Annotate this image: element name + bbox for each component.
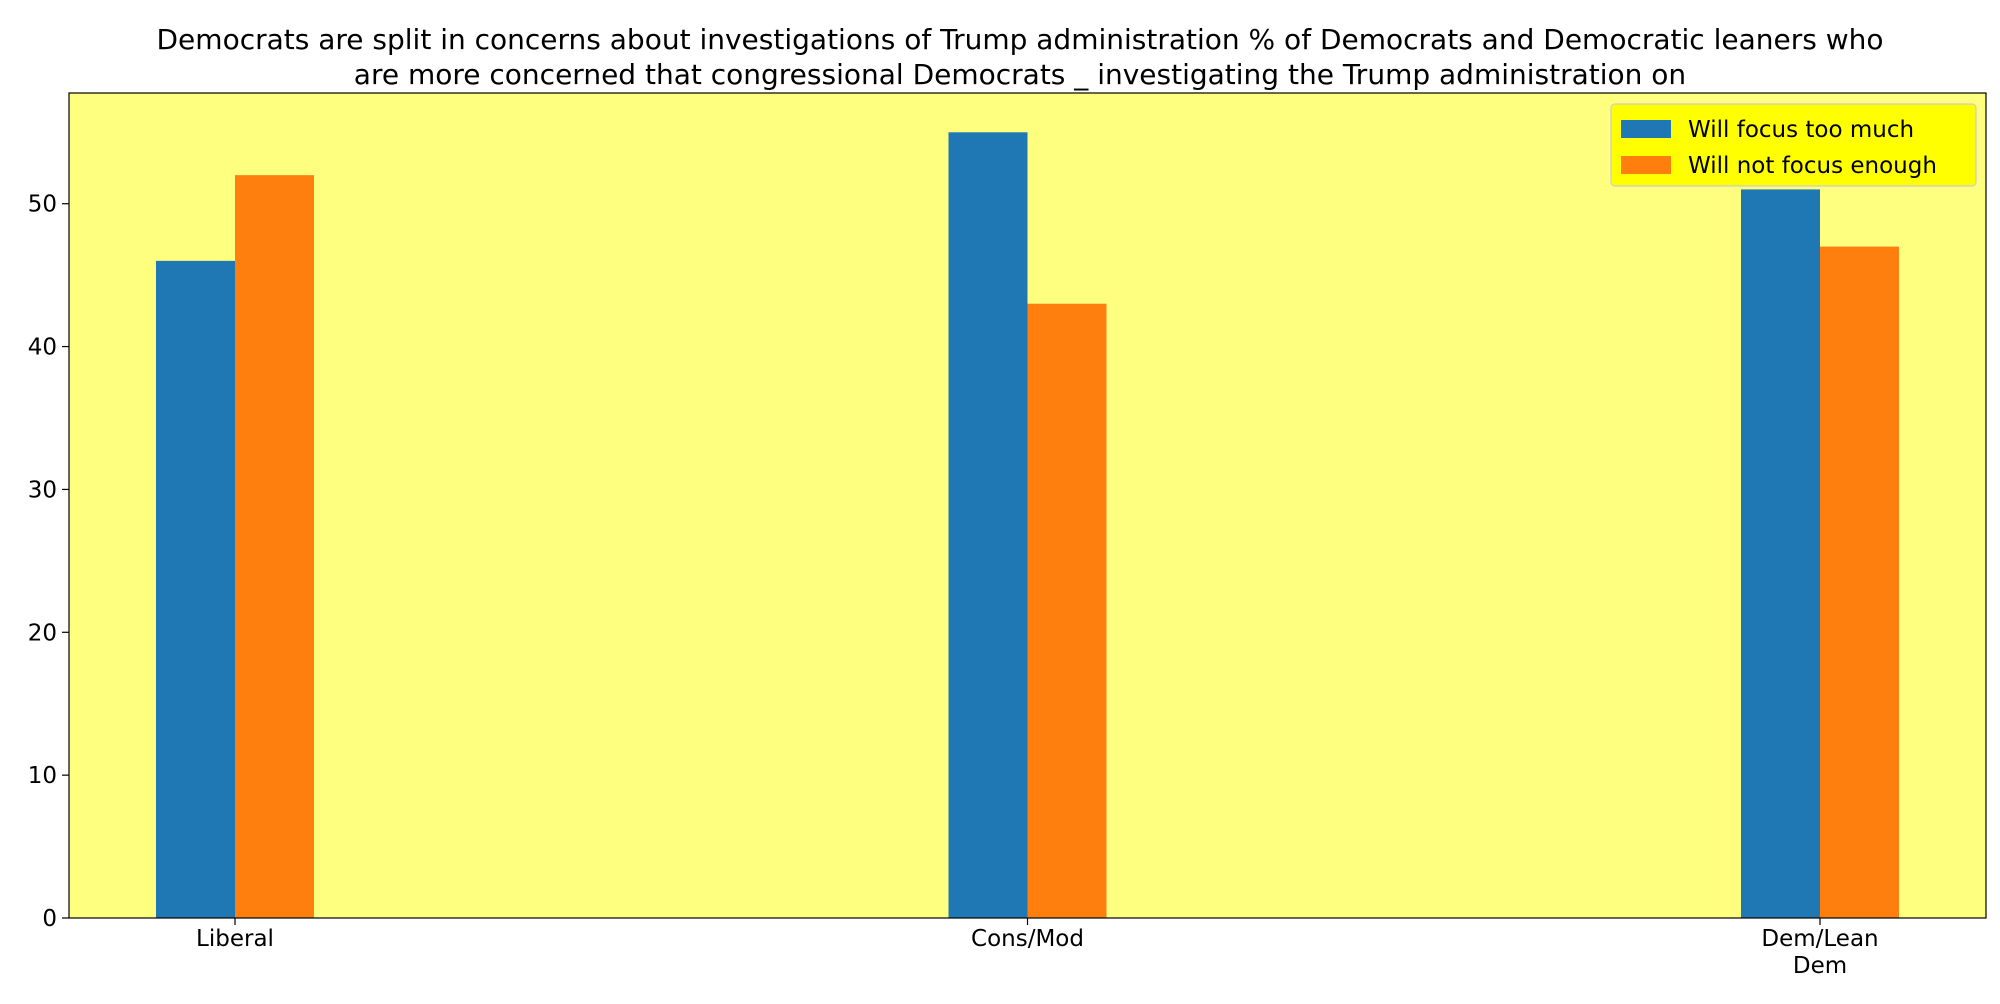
x-tick-label-2: Dem/Lean Dem [1761, 926, 1878, 979]
bar-not-focus-enough-0 [235, 175, 314, 919]
bar-focus-too-much-2 [1741, 189, 1820, 918]
y-tick-label-0: 0 [42, 906, 57, 932]
y-tick-label-2: 20 [28, 620, 57, 646]
legend-label-1: Will not focus enough [1688, 153, 1937, 179]
y-tick-label-4: 40 [28, 335, 57, 361]
legend-swatch-1 [1621, 156, 1671, 174]
legend-box [1610, 103, 1977, 187]
legend-label-0: Will focus too much [1688, 117, 1914, 143]
bar-focus-too-much-0 [156, 260, 235, 918]
chart-title-line-1: Democrats are split in concerns about in… [157, 23, 1884, 56]
y-tick-label-3: 30 [28, 477, 57, 503]
chart-title-line-2: are more concerned that congressional De… [354, 58, 1686, 91]
x-tick-label-0: Liberal [196, 926, 274, 952]
bar-not-focus-enough-1 [1027, 303, 1107, 918]
bar-focus-too-much-1 [948, 132, 1028, 919]
chart-title: Democrats are split in concerns about in… [157, 23, 1884, 91]
x-tick-label-1: Cons/Mod [971, 926, 1084, 952]
legend: Will focus too much Will not focus enough [1610, 103, 1977, 187]
bar-not-focus-enough-2 [1820, 246, 1899, 919]
y-axis: 0 10 20 30 40 50 [28, 192, 69, 932]
x-axis: Liberal Cons/Mod Dem/Lean Dem [196, 918, 1879, 979]
bars [156, 132, 1899, 919]
y-tick-label-1: 10 [28, 763, 57, 789]
legend-swatch-0 [1621, 120, 1671, 138]
plot-frame [68, 92, 1987, 919]
y-tick-label-5: 50 [28, 192, 57, 218]
